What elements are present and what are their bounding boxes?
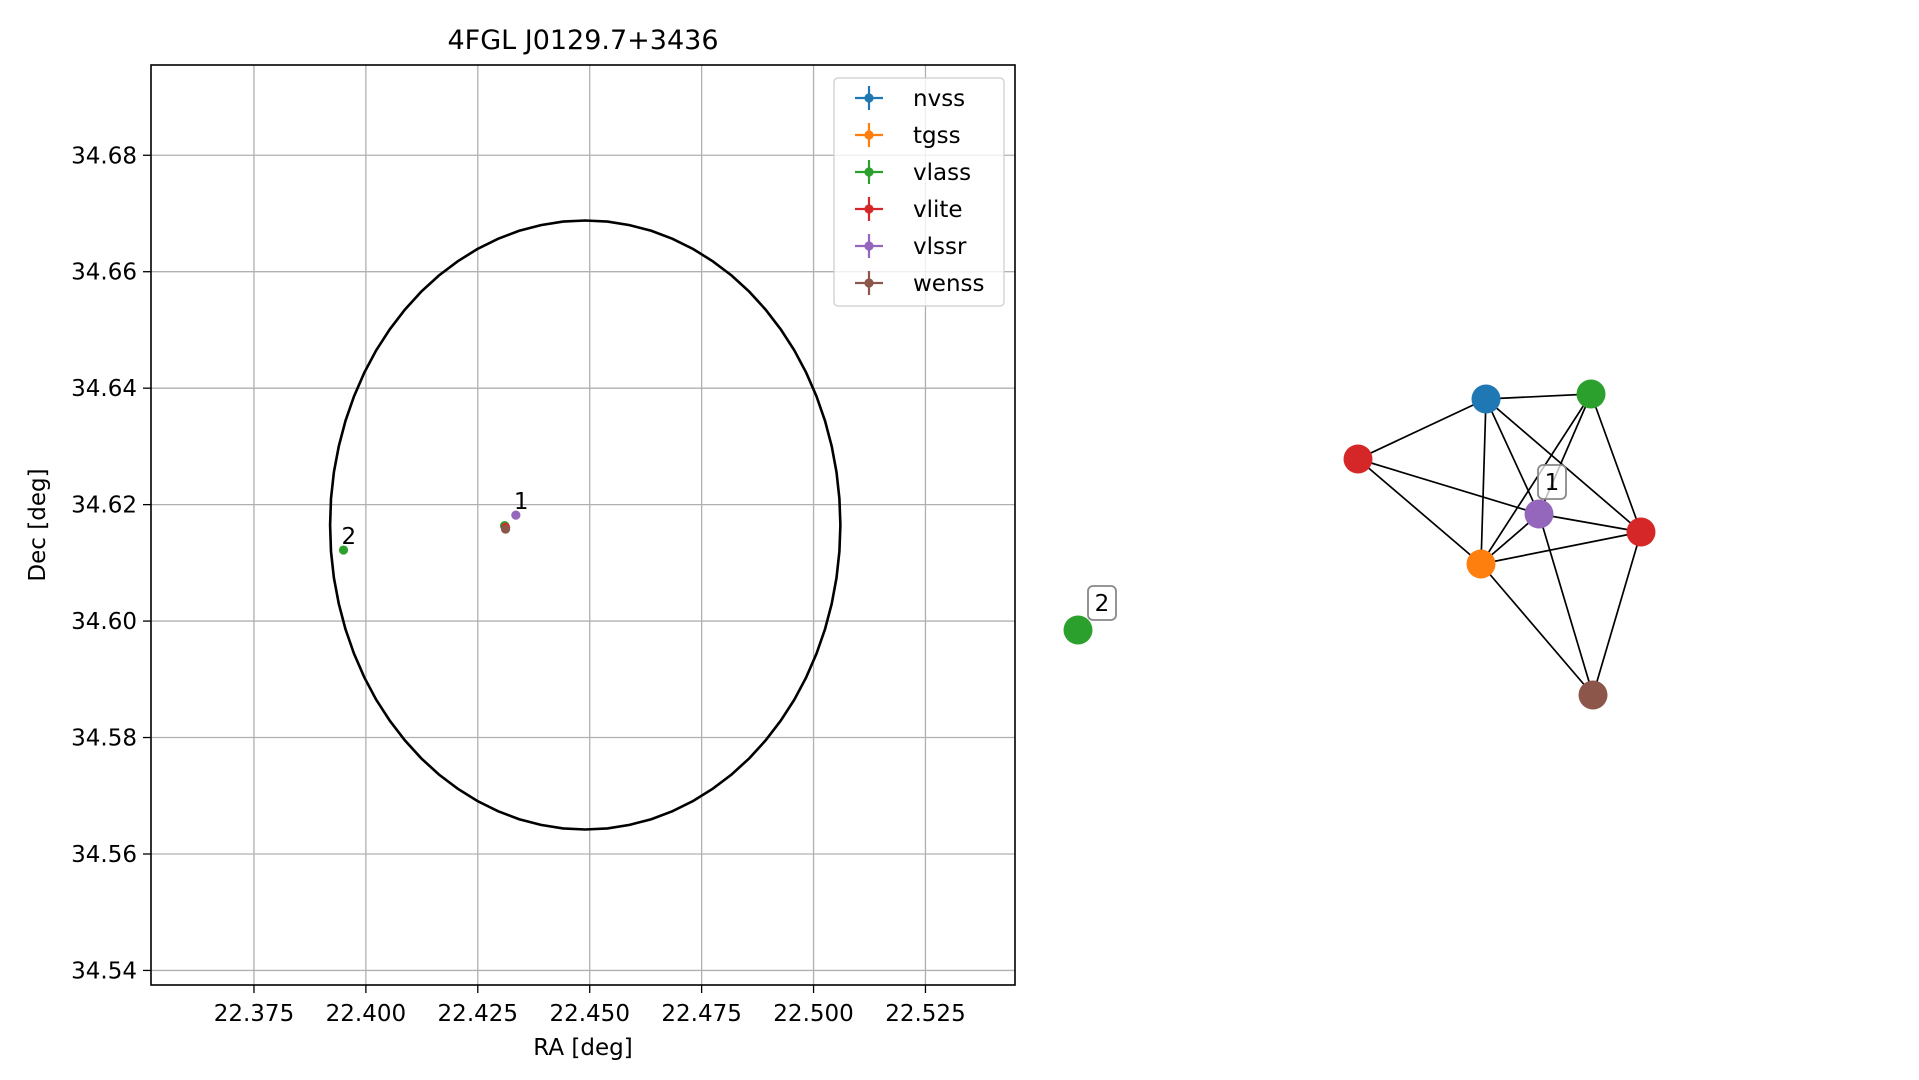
- graph-edge: [1590, 393, 1642, 533]
- point-vlass: [338, 545, 349, 555]
- x-tick-label: 22.425: [438, 1001, 518, 1027]
- node-label-box: [1537, 464, 1567, 500]
- y-tick-label: 34.56: [71, 842, 137, 868]
- graph-edges: [1357, 393, 1642, 696]
- scatter-panel: 12 22.375 22.400 22.425 22.450 22.475 22.500 2…: [25, 25, 1016, 1061]
- y-tick-label: 34.68: [71, 143, 137, 169]
- graph-edge: [1538, 513, 1594, 696]
- graph-edge: [1480, 398, 1487, 565]
- legend-marker-vlssr: [864, 241, 874, 251]
- graph-edge: [1592, 531, 1642, 696]
- graph-node-label: 1: [1545, 470, 1560, 496]
- x-axis-label: RA [deg]: [533, 1035, 632, 1061]
- legend-marker-vlite: [864, 204, 874, 214]
- legend-label-nvss: nvss: [913, 86, 965, 112]
- y-tick-label: 34.60: [71, 609, 137, 635]
- graph-edge: [1480, 563, 1594, 696]
- node-label-box: [1087, 585, 1117, 621]
- chart-title: 4FGL J0129.7+3436: [447, 25, 718, 56]
- y-tick-label: 34.64: [71, 376, 137, 402]
- x-ticks: 22.375 22.400 22.425 22.450 22.475 22.500 22.5…: [214, 985, 966, 1027]
- x-tick-label: 22.375: [214, 1001, 294, 1027]
- point-annotation: 2: [341, 524, 356, 550]
- point-vlssr: [511, 510, 521, 520]
- y-tick-label: 34.62: [71, 493, 137, 519]
- legend-label-vlite: vlite: [913, 197, 963, 223]
- y-ticks: 34.54 34.56 34.58 34.60 34.62 34.64 34.66 34.68: [71, 143, 151, 984]
- network-graph: 12: [1063, 379, 1656, 710]
- y-tick-label: 34.58: [71, 726, 137, 752]
- y-tick-label: 34.54: [71, 958, 137, 984]
- graph-node-labels: 12: [1087, 464, 1567, 621]
- legend-marker-tgss: [864, 130, 874, 140]
- error-ellipse-path: [328, 219, 842, 831]
- legend-marker-wenss: [864, 278, 874, 288]
- legend: nvss tgss vlass vlite vlssr wenss: [833, 77, 1005, 307]
- legend-entries: nvss tgss vlass vlite vlssr wenss: [855, 86, 985, 297]
- point-annotations: 12: [341, 489, 528, 550]
- axes-frame: [150, 64, 1016, 986]
- graph-node: [1471, 384, 1501, 414]
- graph-edge: [1357, 458, 1540, 515]
- graph-node: [1576, 379, 1606, 409]
- point-annotation: 1: [514, 489, 529, 515]
- x-tick-label: 22.525: [885, 1001, 965, 1027]
- x-tick-label: 22.400: [326, 1001, 406, 1027]
- legend-label-vlssr: vlssr: [913, 234, 967, 260]
- graph-edge: [1538, 513, 1642, 533]
- graph-node: [1626, 517, 1656, 547]
- graph-node: [1063, 615, 1093, 645]
- x-tick-label: 22.475: [661, 1001, 741, 1027]
- graph-edge: [1480, 393, 1592, 565]
- legend-marker-vlass: [864, 167, 874, 177]
- y-tick-label: 34.66: [71, 260, 137, 286]
- graph-node: [1343, 444, 1373, 474]
- graph-node: [1466, 549, 1496, 579]
- x-tick-label: 22.450: [549, 1001, 629, 1027]
- graph-edge: [1480, 531, 1642, 565]
- legend-marker-nvss: [864, 93, 874, 103]
- graph-node: [1578, 680, 1608, 710]
- graph-nodes: [1063, 379, 1656, 710]
- graph-edge: [1357, 398, 1487, 460]
- legend-label-vlass: vlass: [913, 160, 971, 186]
- graph-edge: [1485, 398, 1540, 515]
- x-tick-label: 22.500: [773, 1001, 853, 1027]
- legend-label-wenss: wenss: [913, 271, 985, 297]
- graph-node: [1524, 499, 1554, 529]
- scatter-points: [338, 510, 521, 555]
- graph-edge: [1485, 393, 1592, 400]
- legend-label-tgss: tgss: [913, 123, 961, 149]
- error-ellipse: [328, 219, 842, 831]
- graph-edge: [1357, 458, 1482, 565]
- point-wenss: [500, 524, 511, 534]
- graph-node-label: 2: [1095, 591, 1110, 617]
- y-axis-label: Dec [deg]: [25, 468, 51, 581]
